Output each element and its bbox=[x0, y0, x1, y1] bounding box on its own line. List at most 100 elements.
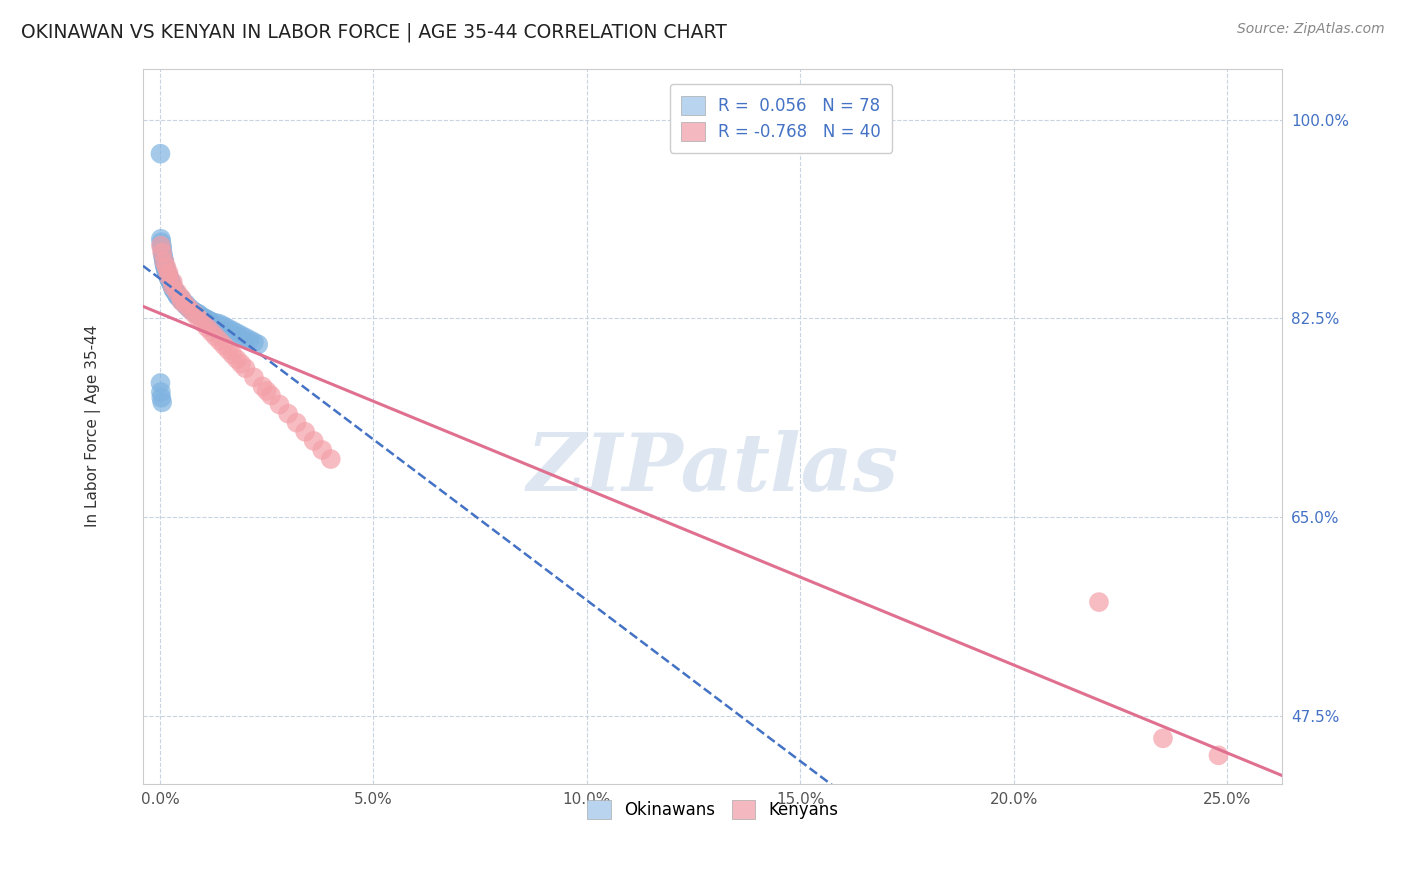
Point bbox=[179, 302, 201, 317]
Point bbox=[149, 146, 172, 161]
Point bbox=[173, 295, 195, 310]
Point bbox=[163, 283, 186, 297]
Point bbox=[153, 253, 176, 268]
Point bbox=[191, 316, 214, 330]
Text: Source: ZipAtlas.com: Source: ZipAtlas.com bbox=[1237, 22, 1385, 37]
Point bbox=[153, 260, 176, 275]
Point bbox=[190, 309, 212, 323]
Point bbox=[187, 307, 209, 321]
Point bbox=[187, 311, 209, 326]
Point bbox=[163, 283, 186, 297]
Point bbox=[156, 266, 179, 280]
Point bbox=[204, 329, 226, 343]
Point bbox=[195, 320, 218, 334]
Point bbox=[159, 274, 181, 288]
Point bbox=[177, 300, 200, 314]
Point bbox=[235, 330, 257, 344]
Point bbox=[155, 261, 177, 276]
Point bbox=[162, 282, 184, 296]
Point bbox=[195, 312, 218, 326]
Point bbox=[285, 416, 308, 430]
Point bbox=[198, 313, 221, 327]
Point bbox=[157, 269, 180, 284]
Point bbox=[176, 299, 198, 313]
Point bbox=[149, 238, 172, 252]
Point bbox=[165, 286, 187, 301]
Point bbox=[170, 294, 193, 309]
Point bbox=[166, 287, 188, 301]
Point bbox=[1208, 748, 1230, 763]
Point bbox=[165, 285, 187, 300]
Point bbox=[155, 263, 177, 277]
Point bbox=[162, 279, 184, 293]
Point bbox=[260, 388, 283, 402]
Point bbox=[179, 301, 201, 315]
Point bbox=[212, 319, 235, 334]
Point bbox=[153, 258, 176, 272]
Point bbox=[153, 254, 176, 268]
Point bbox=[159, 275, 181, 289]
Point bbox=[149, 232, 172, 246]
Point bbox=[319, 452, 342, 467]
Point bbox=[170, 291, 193, 305]
Point bbox=[149, 376, 172, 390]
Point bbox=[166, 285, 188, 300]
Point bbox=[152, 249, 174, 263]
Point bbox=[277, 407, 299, 421]
Point bbox=[229, 328, 252, 343]
Point bbox=[167, 291, 190, 305]
Point bbox=[184, 305, 207, 319]
Point bbox=[157, 266, 180, 280]
Point bbox=[166, 288, 188, 302]
Point bbox=[247, 337, 270, 351]
Point bbox=[150, 241, 173, 255]
Point bbox=[191, 310, 214, 325]
Point bbox=[229, 357, 252, 371]
Point bbox=[163, 284, 186, 298]
Y-axis label: In Labor Force | Age 35-44: In Labor Force | Age 35-44 bbox=[86, 325, 101, 527]
Point bbox=[160, 276, 183, 290]
Point bbox=[160, 277, 183, 292]
Point bbox=[160, 278, 183, 293]
Point bbox=[153, 257, 176, 271]
Point bbox=[162, 280, 184, 294]
Point bbox=[153, 254, 176, 268]
Point bbox=[225, 352, 247, 367]
Point bbox=[243, 370, 266, 384]
Point bbox=[174, 298, 197, 312]
Point bbox=[1088, 595, 1111, 609]
Point bbox=[269, 398, 291, 412]
Point bbox=[157, 269, 180, 284]
Point bbox=[179, 302, 201, 317]
Point bbox=[194, 311, 217, 326]
Point bbox=[170, 292, 193, 306]
Point bbox=[174, 298, 197, 312]
Point bbox=[208, 317, 231, 331]
Point bbox=[159, 273, 181, 287]
Point bbox=[217, 343, 239, 357]
Point bbox=[187, 308, 209, 322]
Point bbox=[152, 251, 174, 265]
Point bbox=[235, 361, 257, 376]
Point bbox=[294, 425, 316, 439]
Point bbox=[200, 325, 222, 339]
Point bbox=[208, 334, 231, 348]
Point bbox=[221, 348, 243, 362]
Point bbox=[149, 385, 172, 400]
Point bbox=[239, 333, 262, 347]
Point bbox=[157, 269, 180, 284]
Point bbox=[181, 303, 204, 318]
Point bbox=[159, 274, 181, 288]
Point bbox=[150, 235, 173, 250]
Point bbox=[1152, 731, 1174, 746]
Point bbox=[162, 279, 184, 293]
Point bbox=[150, 391, 173, 405]
Point bbox=[167, 290, 190, 304]
Point bbox=[200, 315, 222, 329]
Legend: Okinawans, Kenyans: Okinawans, Kenyans bbox=[581, 793, 845, 825]
Point bbox=[152, 245, 174, 260]
Point bbox=[243, 335, 266, 350]
Point bbox=[302, 434, 325, 448]
Point bbox=[150, 238, 173, 252]
Point bbox=[212, 338, 235, 352]
